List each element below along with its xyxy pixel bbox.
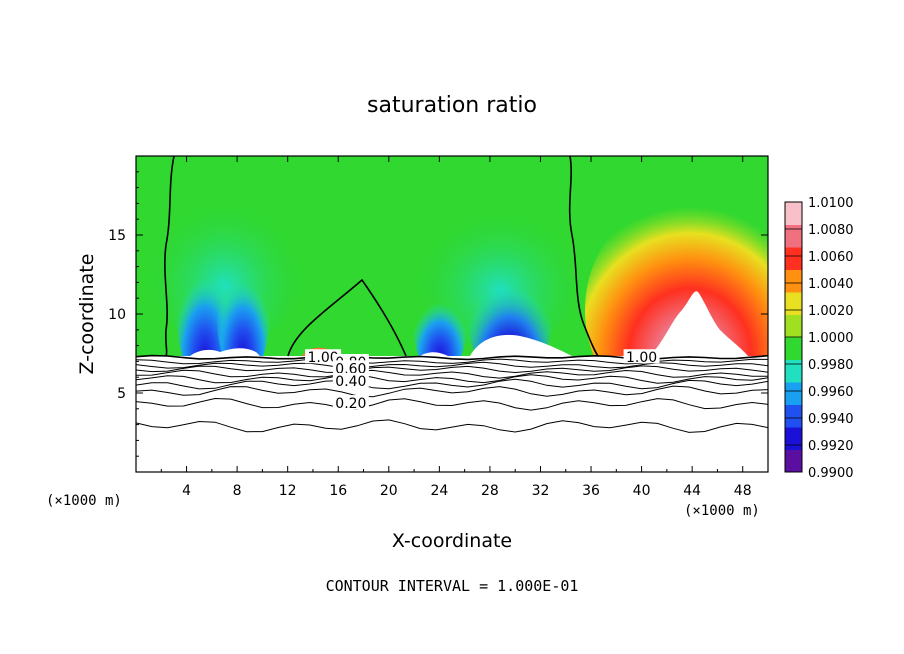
colorbar-tick-label: 0.9980 [808,358,854,373]
x-tick-label: 32 [532,483,550,499]
dry-column-2 [217,258,269,378]
x-tick-label: 8 [233,483,242,499]
colorbar-tick-label: 0.9960 [808,385,854,400]
contour-label: 0.40 [335,374,366,390]
moist-bubble [288,280,406,356]
x-tick-label: 16 [329,483,347,499]
x-tick-label: 28 [481,483,499,499]
contour-interval-note: CONTOUR INTERVAL = 1.000E-01 [326,577,579,595]
x-tick-label: 36 [582,483,600,499]
y-tick-label: 5 [117,386,126,402]
contour-label-bg [332,372,369,387]
x-tick-label: 44 [683,483,701,499]
contour-0.90 [136,361,768,369]
colorbar-band [785,382,802,405]
y-axis-label: Z-coordinate [76,254,98,375]
saturation-field [136,156,768,472]
contour-label: 1.00 [307,350,338,366]
contour-0.60 [136,373,768,384]
x-axis-label: X-coordinate [392,530,512,552]
y-axis-ticks: 5 10 15 [108,171,768,457]
colorbar-band [785,427,802,450]
below-scale-patches [190,334,572,356]
contour-1.00-bubble [287,278,407,357]
x-tick-label: 40 [633,483,651,499]
colorbar-band [785,359,802,383]
x-tick-label: 20 [380,483,398,499]
x-tick-label: 4 [182,483,191,499]
contour-label-bg [332,395,369,410]
contour-1.00-right [568,156,599,357]
colorbar-tick-label: 1.0040 [808,277,854,292]
chart-title: saturation ratio [367,93,537,118]
contour-label-bg [305,349,342,364]
colorbar-tick-label: 1.0100 [808,196,854,211]
colorbar: 0.9900 0.9920 0.9940 0.9960 0.9980 1.0000 1.00… [784,196,854,481]
colorbar-band [785,202,802,225]
contour-label: 0.20 [335,396,366,412]
colorbar-tick-label: 0.9940 [808,412,854,427]
contour-0.50 [136,378,768,390]
contour-label: 1.00 [626,350,657,366]
contour-0.95 [136,358,768,365]
x-tick-label: 24 [430,483,448,499]
x-unit-note-right: (×1000 m) [684,503,760,519]
colorbar-band [785,247,802,270]
dry-column-1 [177,253,233,383]
colorbar-band [785,292,802,315]
x-axis-ticks: 4 8 12 16 20 24 28 32 36 40 44 48 [160,156,752,499]
contour-lines [136,156,768,433]
contour-1.00-left [164,156,175,357]
colorbar-band [785,269,802,293]
colorbar-tick-label: 1.0080 [808,223,854,238]
x-unit-note-left: (×1000 m) [46,493,122,509]
colorbar-band [785,224,802,248]
above-scale-peaks [650,291,748,356]
contour-labels: 1.000.800.600.400.201.00 [305,349,660,412]
contour-label-bg [623,349,660,364]
y-tick-label: 10 [108,307,126,323]
contour-0.10 [136,419,768,433]
colorbar-band [785,314,802,338]
colorbar-tick-label: 1.0000 [808,331,854,346]
colorbar-tick-label: 1.0020 [808,304,854,319]
dry-column-3 [414,285,466,375]
contour-0.70 [136,369,768,379]
contour-1.00-base [136,354,768,361]
lower-domain [136,356,768,472]
contour-0.20 [136,397,768,411]
x-tick-label: 12 [279,483,297,499]
colorbar-tick-label: 0.9900 [808,466,854,481]
colorbar-band [785,404,802,428]
colorbar-tick-label: 1.0060 [808,250,854,265]
contour-0.40 [136,385,768,398]
colorbar-band [785,449,802,473]
colorbar-tick-label: 0.9920 [808,439,854,454]
contour-label-bg [332,360,369,375]
colorbar-band [785,337,802,360]
contour-0.80 [136,365,768,374]
y-tick-label: 15 [108,228,126,244]
x-tick-label: 48 [734,483,752,499]
